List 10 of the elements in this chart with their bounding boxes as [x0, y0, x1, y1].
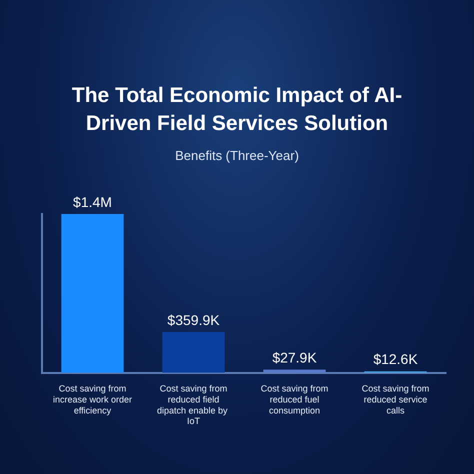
chart-title: The Total Economic Impact of AI-Driven Field Services Solution — [70, 83, 404, 137]
x-tick-label: Cost saving from increase work order efficiency — [52, 384, 132, 416]
data-label: $1.4M — [73, 194, 112, 210]
x-tick-label: Cost saving from reduced fuel consumption — [260, 384, 328, 416]
data-label: $27.9K — [272, 349, 318, 366]
data-label: $359.9K — [167, 312, 220, 328]
x-tick-label: Cost saving from reduced service calls — [362, 384, 430, 416]
chart-subtitle: Benefits (Three-Year) — [174, 148, 300, 163]
data-label: $12.6K — [373, 351, 418, 368]
x-tick-label: Cost saving from reduced field dipatch enable by IoT — [156, 384, 230, 426]
